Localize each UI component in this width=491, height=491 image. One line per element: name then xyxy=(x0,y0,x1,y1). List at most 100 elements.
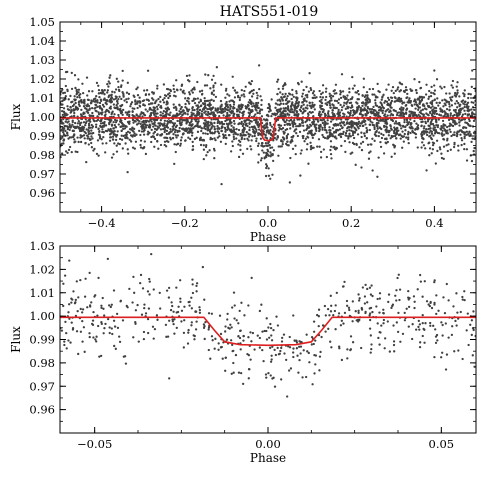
data-point xyxy=(454,102,457,105)
data-point xyxy=(69,341,72,344)
data-point xyxy=(405,136,408,139)
data-point xyxy=(418,273,422,277)
data-point xyxy=(154,124,157,127)
data-point xyxy=(251,331,255,335)
data-point xyxy=(212,111,215,114)
data-point xyxy=(220,103,223,106)
data-point xyxy=(407,290,410,293)
data-point xyxy=(291,140,294,143)
data-point xyxy=(250,276,253,280)
data-point xyxy=(430,306,434,310)
data-point xyxy=(139,101,142,104)
data-point xyxy=(435,112,439,116)
data-point xyxy=(271,173,274,176)
data-point xyxy=(454,123,457,126)
data-point xyxy=(165,140,169,143)
data-point xyxy=(235,319,238,322)
data-point xyxy=(151,102,154,105)
data-point xyxy=(123,127,127,130)
data-point xyxy=(79,93,82,96)
data-point xyxy=(387,293,391,296)
data-point xyxy=(379,101,382,104)
data-point xyxy=(261,142,264,145)
data-point xyxy=(281,136,285,139)
data-point xyxy=(337,111,340,115)
data-point xyxy=(449,96,452,99)
data-point xyxy=(209,357,212,360)
chart-title: HATS551-019 xyxy=(220,4,319,20)
data-point xyxy=(77,101,81,104)
data-point xyxy=(373,139,376,142)
data-point xyxy=(462,126,465,129)
data-point xyxy=(203,84,207,87)
data-point xyxy=(256,94,259,97)
data-point xyxy=(113,325,117,328)
data-point xyxy=(356,107,359,110)
data-point xyxy=(167,296,171,299)
data-point xyxy=(403,319,407,322)
data-point xyxy=(242,339,245,342)
data-point xyxy=(313,372,316,375)
data-point xyxy=(110,129,113,132)
data-point xyxy=(343,95,347,98)
data-point xyxy=(463,290,466,293)
data-point xyxy=(346,94,349,97)
data-point xyxy=(470,101,473,104)
data-point xyxy=(434,120,438,123)
data-point xyxy=(360,166,363,169)
data-point xyxy=(159,128,163,131)
x-tick-label: −0.2 xyxy=(171,216,199,230)
data-point xyxy=(191,283,194,286)
data-point xyxy=(97,92,101,95)
data-point xyxy=(442,124,445,128)
data-point xyxy=(186,110,190,113)
data-point xyxy=(453,113,456,117)
data-point xyxy=(173,162,176,166)
data-point xyxy=(308,126,311,129)
data-point xyxy=(433,110,437,113)
data-point xyxy=(229,323,232,326)
data-point xyxy=(447,336,450,339)
data-point xyxy=(379,140,382,144)
data-point xyxy=(111,110,114,113)
data-point xyxy=(344,107,347,110)
data-point xyxy=(360,131,363,134)
data-point xyxy=(132,94,135,97)
data-point xyxy=(324,314,327,317)
data-point xyxy=(92,149,95,152)
data-point xyxy=(403,90,406,94)
data-point xyxy=(332,104,335,107)
data-point xyxy=(117,108,120,111)
data-point xyxy=(459,310,462,314)
data-point xyxy=(373,125,376,129)
data-point xyxy=(394,134,397,138)
data-point xyxy=(377,156,380,159)
data-point xyxy=(283,123,286,127)
data-point xyxy=(327,113,330,117)
data-point xyxy=(206,132,209,136)
data-point xyxy=(98,137,102,140)
y-tick-label: 0.96 xyxy=(29,186,55,200)
data-point xyxy=(418,80,421,84)
data-point xyxy=(250,148,253,151)
data-point xyxy=(312,121,315,124)
data-point xyxy=(71,328,75,331)
y-tick-label: 1.01 xyxy=(29,91,55,105)
data-point xyxy=(473,108,476,111)
data-point xyxy=(230,372,233,375)
data-point xyxy=(344,134,347,137)
data-point xyxy=(244,123,248,126)
data-point xyxy=(98,130,101,134)
data-point xyxy=(320,98,323,101)
data-point xyxy=(461,357,464,361)
data-point xyxy=(269,374,272,377)
data-point xyxy=(293,109,296,112)
data-point xyxy=(291,108,294,111)
data-point xyxy=(169,138,173,141)
data-point xyxy=(125,133,128,136)
data-point xyxy=(151,122,154,125)
data-point xyxy=(249,82,252,86)
data-point xyxy=(103,122,106,125)
data-point xyxy=(89,120,92,123)
x-ticks: −0.05 0.00 0.05 xyxy=(77,246,454,451)
